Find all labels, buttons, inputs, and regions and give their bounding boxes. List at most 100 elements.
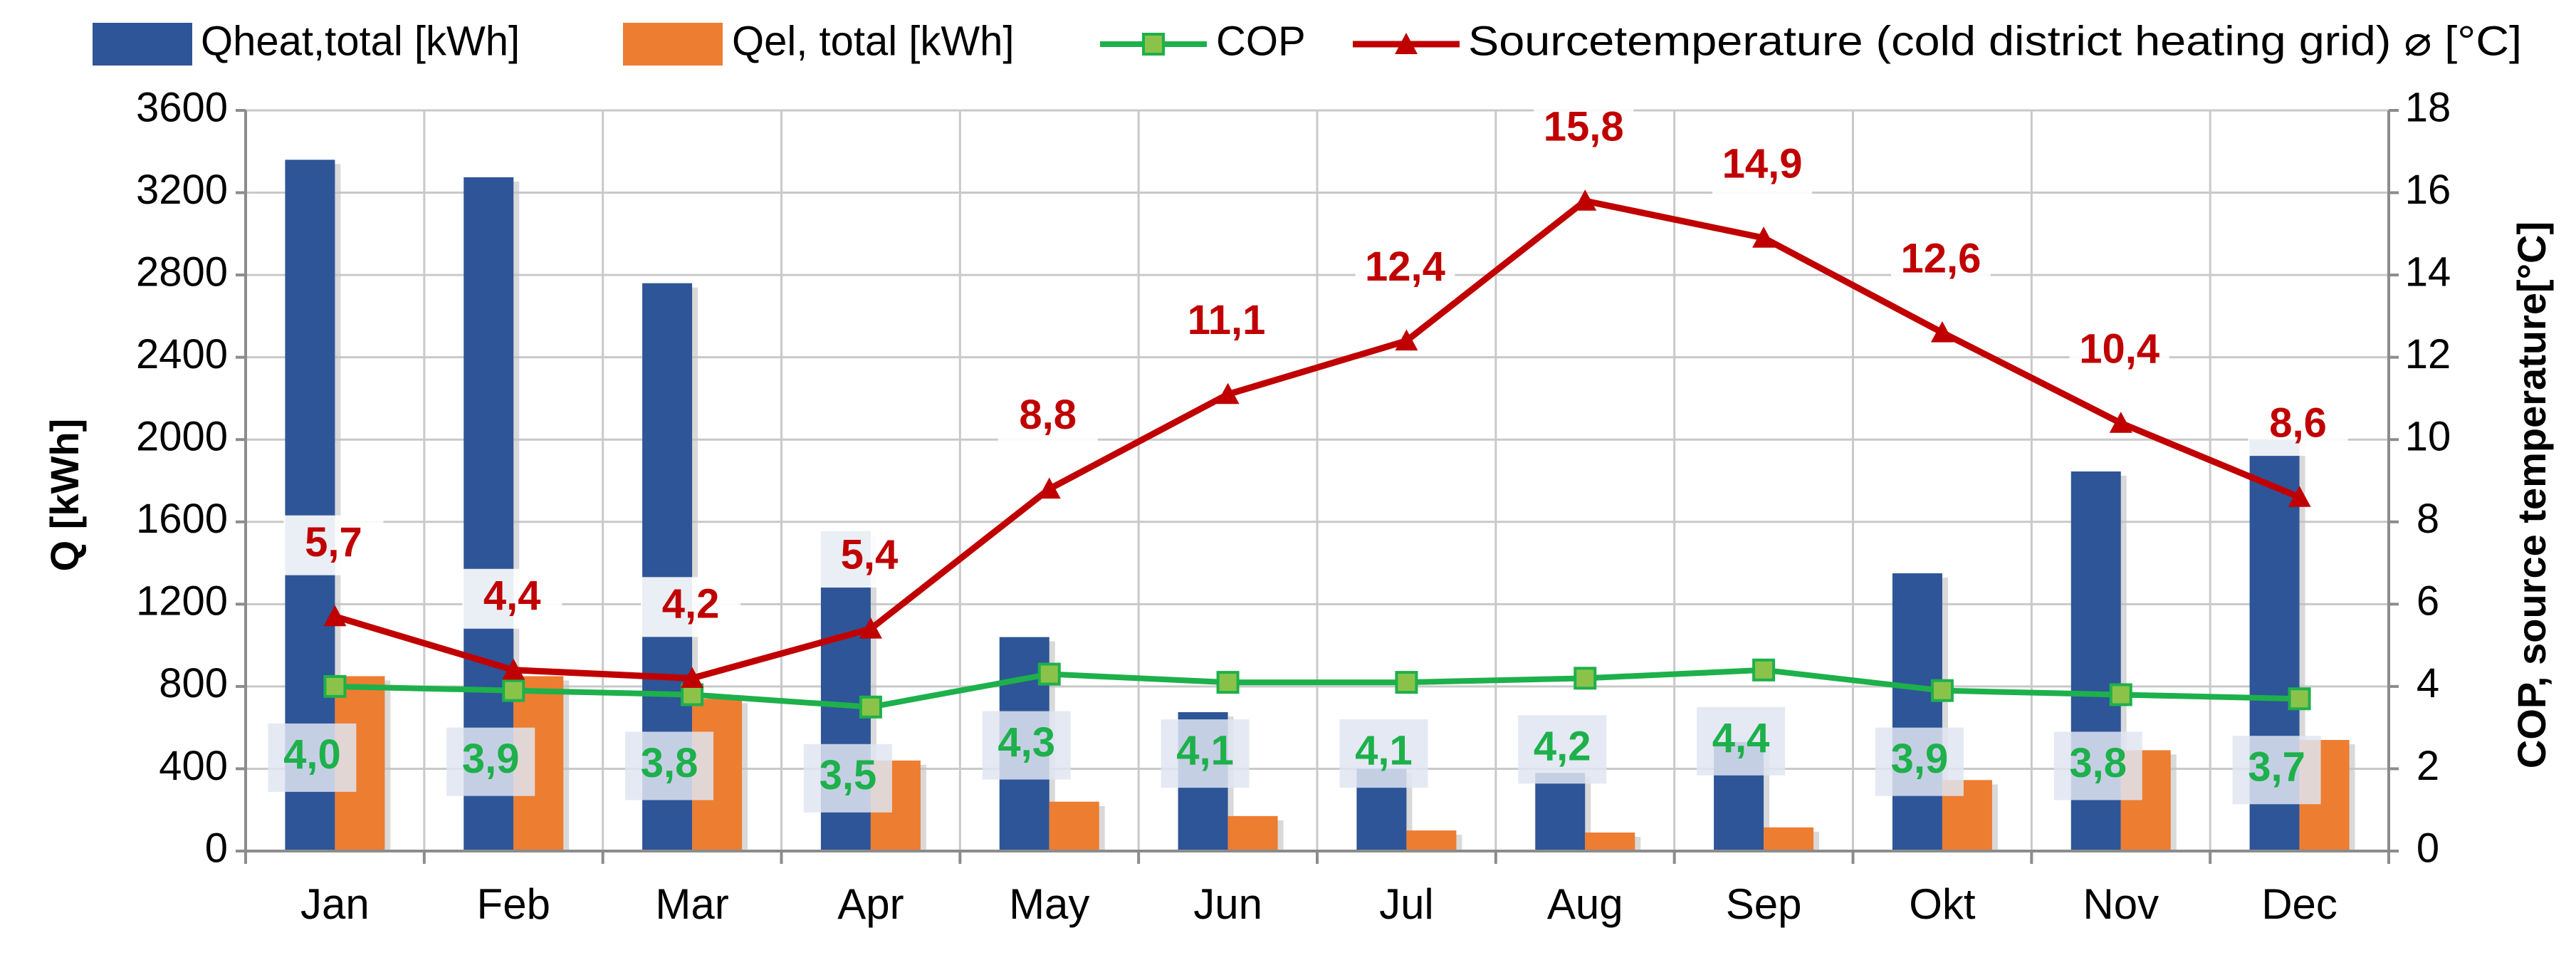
source-temp-label-box [1712, 137, 1813, 197]
cop-marker-Nov [2109, 683, 2132, 706]
legend-label-qel: Qel, total [kWh] [732, 18, 1014, 64]
bar-qel-Jul [1406, 830, 1457, 851]
source-temp-label-box [641, 577, 741, 637]
source-temp-label-box [1176, 293, 1277, 353]
source-temp-data-label: 5,7 [305, 519, 362, 565]
cop-label-box [446, 727, 535, 796]
y2-tick-label: 2 [2417, 743, 2439, 789]
cop-label-box [1161, 719, 1250, 788]
source-temp-marker-Jul [1395, 329, 1418, 351]
legend-marker-cop [1142, 33, 1165, 56]
source-temp-marker-Mar [681, 667, 704, 688]
source-temp-data-label: 12,4 [1365, 244, 1445, 290]
source-temp-label-box [2248, 396, 2348, 457]
cop-marker-Jan [323, 674, 347, 698]
source-temp-data-label: 5,4 [841, 531, 899, 578]
x-tick-label: Jun [1193, 880, 1262, 928]
cop-line [335, 667, 2300, 710]
x-tick-label: Dec [2261, 880, 2337, 928]
cop-label-box [2232, 736, 2321, 805]
x-tick-label: May [1009, 880, 1089, 928]
y-tick-label: 2000 [136, 414, 228, 460]
cop-data-label: 3,5 [820, 752, 877, 798]
source-temp-data-label: 10,4 [2079, 325, 2159, 372]
source-temp-label-box [1534, 100, 1634, 160]
cop-marker-Jul [1395, 671, 1418, 694]
cop-marker-Aug [1574, 667, 1597, 690]
cop-label-box [1339, 719, 1428, 788]
source-temp-data-label: 12,6 [1900, 235, 1981, 281]
cop-data-label: 4,2 [1534, 724, 1591, 770]
source-temp-marker-Aug [1574, 189, 1597, 211]
y-tick-label: 1200 [136, 578, 228, 625]
cop-data-label: 3,9 [462, 736, 520, 782]
legend-label-qheat: Qheat,total [kWh] [201, 18, 520, 64]
y-tick-label: 1600 [136, 496, 228, 542]
y-tick-label: 400 [159, 743, 228, 789]
source-temp-label-box [1355, 239, 1455, 300]
y2-tick-label: 18 [2405, 84, 2451, 130]
legend-label-source-temp: Sourcetemperature (cold district heating… [1468, 18, 2522, 64]
legend-swatch-qheat [93, 23, 192, 66]
source-temp-marker-May [1037, 477, 1061, 499]
source-temp-marker-Dec [2288, 486, 2311, 507]
bar-qheat-Aug [1535, 773, 1586, 851]
source-temp-marker-Jun [1216, 382, 1240, 405]
y-tick-label: 3600 [136, 84, 228, 130]
bar-qel-Sep [1764, 827, 1814, 851]
source-temp-data-label: 8,6 [2269, 400, 2327, 446]
cop-data-label: 3,9 [1891, 736, 1949, 782]
cop-label-box [625, 731, 714, 800]
x-tick-label: Mar [655, 880, 728, 928]
y-tick-label: 800 [159, 660, 228, 706]
y2-tick-label: 14 [2405, 249, 2451, 295]
cop-data-label: 4,3 [998, 719, 1055, 766]
source-temp-label-box [462, 568, 562, 629]
x-tick-label: Sep [1726, 880, 1802, 928]
cop-marker-Jun [1216, 671, 1240, 694]
bar-qel-Jun [1227, 815, 1278, 851]
cop-label-box [982, 711, 1071, 780]
cop-label-box [268, 723, 357, 792]
x-tick-label: Aug [1547, 880, 1623, 928]
y-tick-label: 3200 [136, 167, 228, 213]
cop-label-box [1875, 727, 1964, 796]
x-tick-label: Jul [1379, 880, 1434, 928]
source-temp-label-box [998, 387, 1098, 448]
cop-marker-Feb [502, 679, 525, 702]
bar-qel-Aug [1585, 833, 1635, 851]
source-temp-marker-Apr [859, 617, 882, 639]
cop-marker-Sep [1752, 658, 1776, 682]
cop-data-label: 3,8 [641, 740, 698, 786]
legend-marker-source-temp [1395, 33, 1418, 54]
bar-qheat-Okt [1892, 573, 1942, 851]
legend-swatch-qel [623, 23, 723, 66]
cop-marker-Okt [1930, 679, 1954, 702]
y-tick-label: 2800 [136, 249, 228, 295]
cop-marker-Mar [681, 683, 704, 706]
source-temp-label-box [283, 515, 384, 575]
cop-data-label: 4,1 [1176, 727, 1234, 773]
cop-label-box [803, 744, 892, 813]
source-temp-data-label: 15,8 [1544, 103, 1624, 150]
cop-label-box [2053, 731, 2142, 800]
source-temp-marker-Jan [323, 605, 347, 627]
cop-data-label: 3,7 [2248, 744, 2305, 791]
source-temp-data-label: 4,2 [662, 581, 720, 627]
bar-qel-May [1049, 801, 1099, 851]
source-temp-label-box [1890, 231, 1991, 291]
y2-tick-label: 16 [2405, 167, 2451, 213]
source-temp-data-label: 14,9 [1722, 140, 1803, 187]
y2-tick-label: 8 [2417, 496, 2439, 542]
y-tick-label: 0 [205, 825, 228, 871]
cop-marker-Dec [2288, 687, 2311, 711]
cop-label-box [1697, 706, 1786, 776]
cop-marker-Apr [859, 695, 882, 719]
cop-label-box [1518, 715, 1607, 784]
cop-data-label: 4,1 [1355, 727, 1413, 773]
source-temp-data-label: 8,8 [1019, 392, 1077, 438]
y2-tick-label: 6 [2417, 578, 2439, 625]
x-tick-label: Nov [2083, 880, 2159, 928]
